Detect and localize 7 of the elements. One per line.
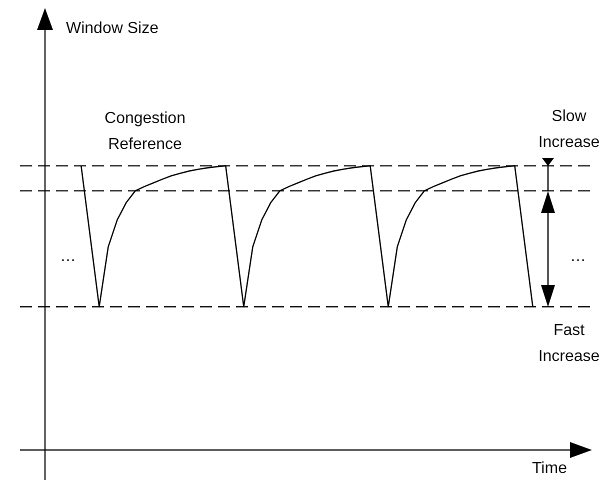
text: Slow Increase — [537, 107, 601, 153]
annotation: Fast Increase — [537, 321, 601, 367]
text: Congestion Reference — [104, 109, 186, 155]
x-axis-title: Time — [532, 459, 567, 479]
annotation: … — [569, 247, 587, 267]
text: Window Size — [66, 19, 160, 39]
annotation: … — [59, 247, 77, 267]
